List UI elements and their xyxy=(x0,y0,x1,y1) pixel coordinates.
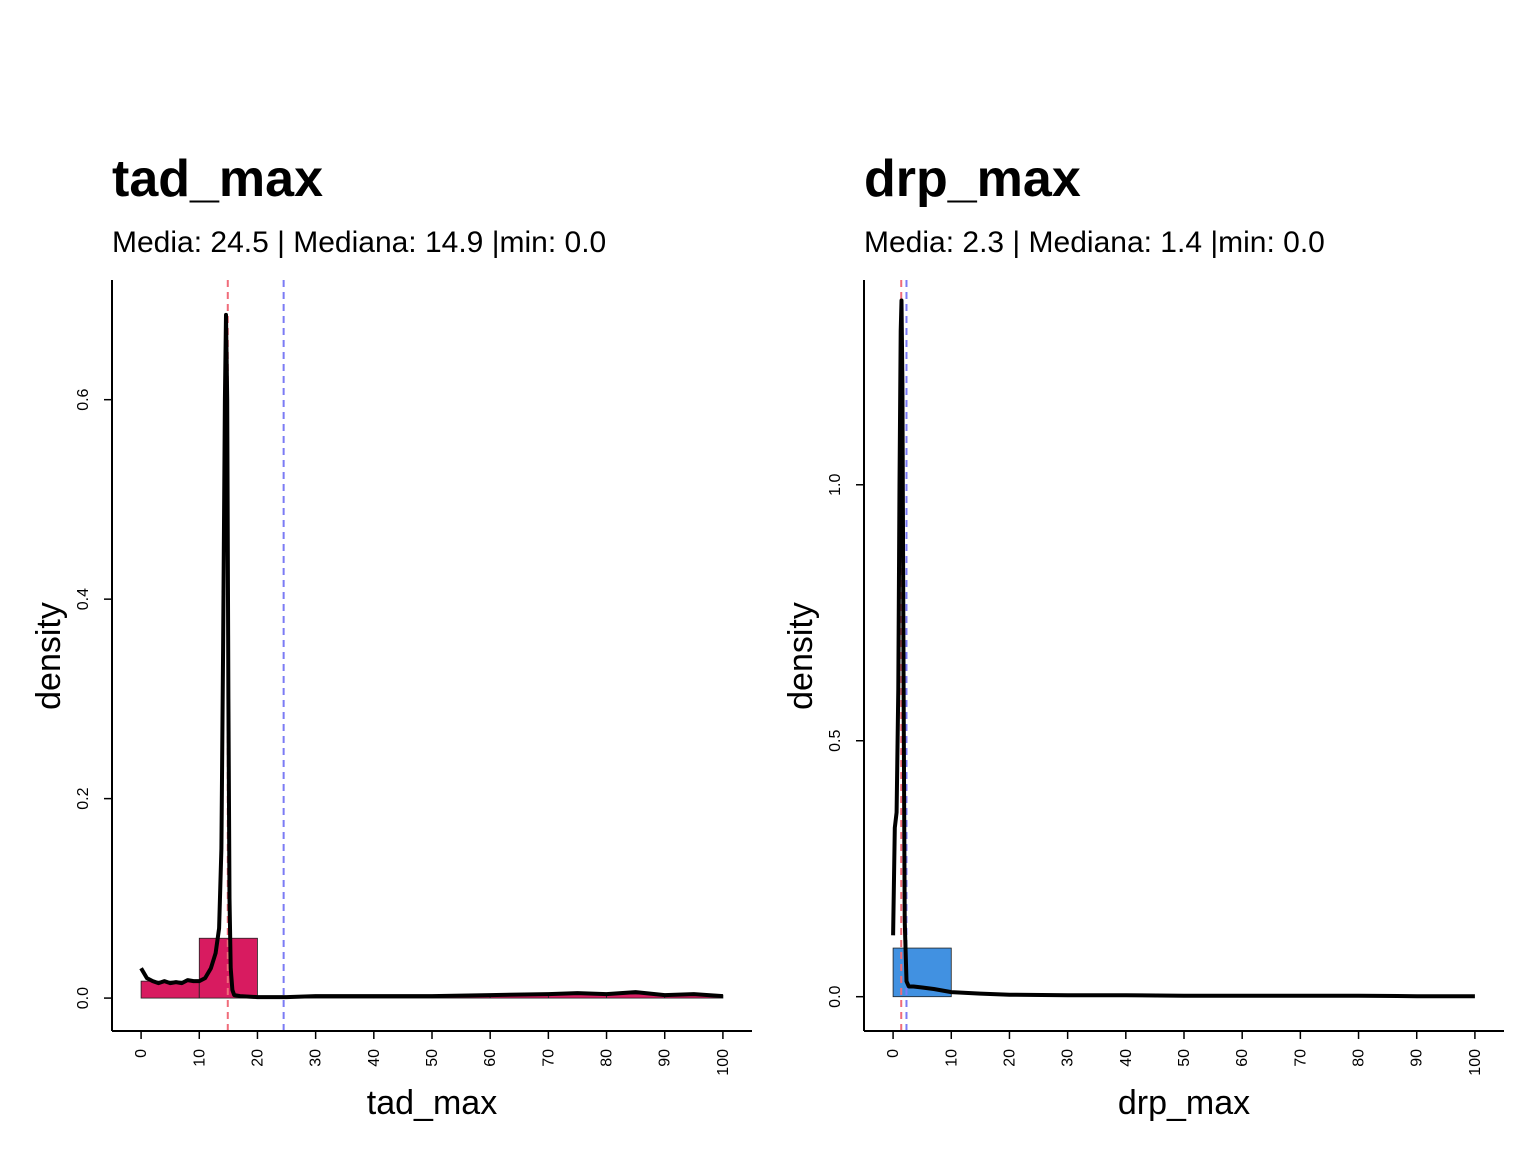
x-tick-label: 100 xyxy=(1467,1049,1484,1076)
x-tick-label: 30 xyxy=(1060,1049,1077,1067)
x-axis-title: drp_max xyxy=(1118,1084,1250,1122)
x-tick-label: 10 xyxy=(943,1049,960,1067)
x-tick-label: 60 xyxy=(482,1049,499,1067)
chart-subtitle: Media: 24.5 | Mediana: 14.9 |min: 0.0 xyxy=(112,226,606,259)
x-axis-title: tad_max xyxy=(367,1084,497,1122)
y-tick-label: 0.4 xyxy=(75,588,92,610)
x-tick-label: 90 xyxy=(657,1049,674,1067)
x-tick-label: 20 xyxy=(1001,1049,1018,1067)
x-tick-label: 70 xyxy=(1292,1049,1309,1067)
y-axis-title: density xyxy=(30,602,68,710)
panel-drp-max: drp_max Media: 2.3 | Mediana: 1.4 |min: … xyxy=(782,150,1504,1122)
plot-area: 0 10 20 30 40 50 60 70 80 90 100 0.0 0.5 1.0 xyxy=(827,280,1504,1076)
y-tick-label: 0.2 xyxy=(75,787,92,809)
x-tick-label: 50 xyxy=(1176,1049,1193,1067)
x-tick-label: 40 xyxy=(366,1049,383,1067)
y-tick-label: 1.0 xyxy=(827,474,844,496)
x-tick-label: 30 xyxy=(308,1049,325,1067)
x-tick-label: 80 xyxy=(1351,1049,1368,1067)
x-tick-label: 0 xyxy=(885,1049,902,1058)
y-axis-title: density xyxy=(782,602,820,710)
x-tick-label: 10 xyxy=(191,1049,208,1067)
x-tick-label: 100 xyxy=(715,1049,732,1076)
x-tick-label: 70 xyxy=(540,1049,557,1067)
y-tick-label: 0.6 xyxy=(75,388,92,410)
plot-area: 0 10 20 30 40 50 60 70 80 90 100 0.0 0.2 0.4 0.6 xyxy=(75,280,752,1076)
x-tick-label: 0 xyxy=(133,1049,150,1058)
x-tick-label: 60 xyxy=(1234,1049,1251,1067)
chart-title: drp_max xyxy=(864,150,1081,208)
x-tick-label: 90 xyxy=(1409,1049,1426,1067)
chart-title: tad_max xyxy=(112,150,323,208)
x-tick-label: 80 xyxy=(599,1049,616,1067)
x-tick-label: 20 xyxy=(249,1049,266,1067)
x-tick-label: 40 xyxy=(1118,1049,1135,1067)
panel-tad-max: tad_max Media: 24.5 | Mediana: 14.9 |min… xyxy=(30,150,752,1122)
density-curve xyxy=(891,298,1475,999)
y-tick-label: 0.0 xyxy=(75,987,92,1009)
chart-subtitle: Media: 2.3 | Mediana: 1.4 |min: 0.0 xyxy=(864,226,1325,259)
y-tick-label: 0.5 xyxy=(827,730,844,752)
density-curve xyxy=(139,312,724,1000)
y-tick-label: 0.0 xyxy=(827,985,844,1007)
x-tick-label: 50 xyxy=(424,1049,441,1067)
